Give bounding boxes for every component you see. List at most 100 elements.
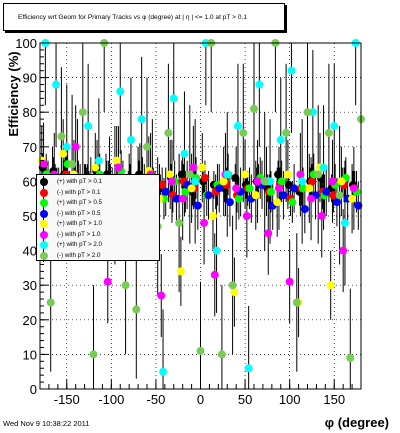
data-point — [328, 177, 337, 186]
data-point — [91, 163, 100, 172]
data-point — [279, 191, 288, 200]
data-point — [78, 108, 87, 117]
data-point — [242, 212, 251, 220]
data-point — [159, 367, 168, 376]
data-point — [212, 246, 221, 255]
y-tick-label: 20 — [23, 313, 37, 328]
data-point — [251, 191, 260, 200]
data-point — [132, 305, 141, 314]
legend-marker-icon — [40, 178, 48, 186]
data-point — [200, 218, 209, 227]
x-tick-label: -150 — [54, 392, 80, 407]
axis-tick-labels: 0 10 20 30 40 50 60 70 80 90 100 -150 -100 -50 0 50 100 1… — [15, 36, 345, 407]
data-point — [314, 170, 323, 179]
legend-item: (+) with pT > 0.1 — [37, 176, 161, 188]
data-point — [210, 270, 219, 279]
legend-marker-icon — [40, 241, 48, 249]
x-tick-label: 100 — [279, 392, 301, 407]
y-tick-label: 30 — [23, 278, 37, 293]
timestamp: Wed Nov 9 10:38:22 2011 — [3, 419, 90, 428]
data-point — [354, 201, 363, 210]
data-point — [169, 94, 178, 103]
data-point — [230, 288, 239, 297]
data-point — [276, 135, 285, 144]
data-point — [255, 80, 264, 89]
data-point — [307, 177, 316, 186]
data-point — [175, 218, 184, 227]
data-point — [198, 163, 207, 172]
data-point — [71, 142, 80, 151]
x-axis-label: φ (degree) — [325, 415, 389, 430]
legend-label: (+) with pT > 0.5 — [57, 199, 102, 206]
data-point — [121, 281, 130, 290]
data-point — [348, 194, 357, 203]
data-point — [39, 160, 48, 169]
data-point — [298, 177, 307, 186]
data-point — [62, 142, 71, 151]
data-point — [231, 173, 240, 182]
data-point — [319, 163, 328, 172]
legend-label: (+) with pT > 2.0 — [57, 241, 102, 248]
data-point — [322, 187, 331, 196]
legend-label: (-) with pT > 1.0 — [57, 230, 101, 238]
data-point — [59, 149, 68, 158]
data-point — [112, 156, 121, 165]
x-tick-label: 50 — [238, 392, 252, 407]
y-tick-label: 40 — [23, 244, 37, 259]
data-point — [326, 281, 335, 290]
legend-marker-icon — [40, 199, 48, 207]
data-point — [300, 205, 309, 214]
data-point — [324, 128, 333, 137]
data-point — [332, 198, 341, 207]
data-point — [244, 364, 253, 373]
data-point — [172, 194, 181, 203]
legend-marker-icon — [40, 209, 48, 218]
data-point — [204, 191, 213, 200]
data-point — [273, 198, 282, 207]
legend-item: (-) with pT > 1.0 — [37, 228, 161, 241]
data-point — [239, 128, 248, 137]
data-point — [181, 187, 190, 196]
data-point — [283, 170, 292, 179]
data-point — [232, 184, 241, 193]
data-point — [176, 267, 185, 276]
y-tick-label: 80 — [23, 105, 37, 120]
data-point — [215, 184, 224, 193]
data-point — [161, 187, 170, 196]
data-point — [264, 229, 273, 238]
data-point — [250, 104, 258, 113]
data-point — [46, 298, 55, 307]
data-point — [185, 170, 194, 179]
data-point — [234, 194, 243, 203]
legend-label: (+) with pT > 0.1 — [57, 178, 102, 185]
legend: (+) with pT > 0.1 (-) with pT > 0.1 (+) … — [36, 174, 161, 262]
data-point — [349, 184, 358, 193]
data-point — [290, 184, 299, 193]
y-tick-label: 50 — [23, 209, 37, 224]
data-point — [296, 170, 305, 179]
data-point — [126, 135, 135, 144]
legend-marker-icon — [40, 220, 48, 228]
data-point — [196, 346, 205, 355]
data-point — [299, 184, 308, 193]
legend-item: (+) with pT > 1.0 — [37, 218, 161, 230]
data-point — [191, 177, 200, 186]
data-point — [303, 108, 312, 117]
y-tick-label: 90 — [23, 71, 37, 86]
data-point — [178, 194, 187, 203]
y-tick-label: 10 — [23, 347, 37, 362]
data-point — [103, 277, 112, 286]
data-point — [187, 184, 196, 193]
data-point — [340, 218, 349, 227]
data-point — [157, 291, 166, 300]
data-point — [225, 198, 234, 207]
legend-item: (+) with pT > 2.0 — [37, 239, 161, 251]
legend-marker-icon — [40, 230, 48, 239]
data-point — [317, 212, 326, 220]
x-tick-label: 150 — [323, 392, 345, 407]
data-point — [285, 277, 294, 286]
x-tick-label: -50 — [147, 392, 166, 407]
data-point — [282, 128, 291, 137]
data-point — [164, 128, 173, 137]
chart-title: Efficiency wrt Geom for Primary Tracks v… — [18, 13, 247, 21]
